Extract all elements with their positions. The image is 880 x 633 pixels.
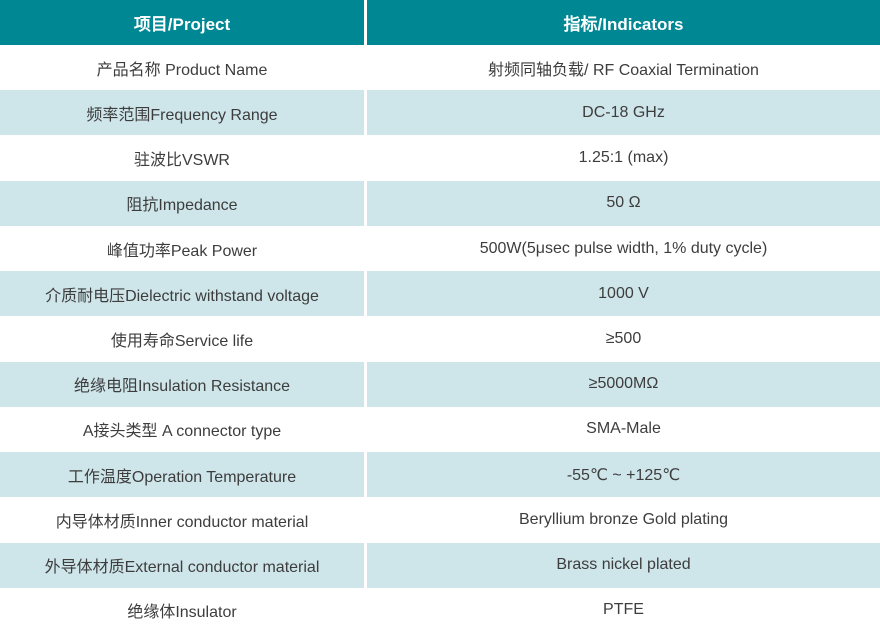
spec-table-body: 产品名称 Product Name 射频同轴负载/ RF Coaxial Ter… <box>0 45 880 633</box>
header-indicators: 指标/Indicators <box>563 15 684 34</box>
project-cell: 绝缘体Insulator <box>127 604 237 622</box>
project-cell: 使用寿命Service life <box>110 333 254 351</box>
project-cell: 内导体材质Inner conductor material <box>55 513 309 531</box>
column-divider <box>364 497 367 543</box>
project-cell: A接头类型 A connector type <box>82 423 282 441</box>
indicator-cell: 1000 V <box>598 284 649 302</box>
table-row: 介质耐电压Dielectric withstand voltage 1000 V <box>0 271 880 317</box>
column-divider <box>364 45 367 91</box>
project-cell: 工作温度Operation Temperature <box>67 468 297 486</box>
project-cell: 介质耐电压Dielectric withstand voltage <box>45 287 319 305</box>
indicator-cell: 500W(5μsec pulse width, 1% duty cycle) <box>479 239 768 257</box>
project-cell: 频率范围Frequency Range <box>86 106 278 124</box>
indicator-cell: 1.25:1 (max) <box>578 149 669 167</box>
column-divider <box>364 225 367 272</box>
indicator-cell: ≥500 <box>605 330 642 348</box>
table-row: 外导体材质External conductor material Brass n… <box>0 542 880 588</box>
column-divider <box>364 90 367 136</box>
table-row: 驻波比VSWR 1.25:1 (max) <box>0 135 880 181</box>
table-row: 内导体材质Inner conductor material Beryllium … <box>0 497 880 543</box>
column-divider <box>364 135 367 181</box>
column-divider <box>364 316 367 362</box>
indicator-cell: Beryllium bronze Gold plating <box>519 510 728 528</box>
indicator-cell: -55℃ ~ +125℃ <box>566 466 681 484</box>
column-divider <box>364 542 367 588</box>
column-divider <box>364 587 367 633</box>
column-divider <box>364 406 367 453</box>
table-row: 工作温度Operation Temperature -55℃ ~ +125℃ <box>0 452 880 498</box>
project-cell: 产品名称 Product Name <box>96 61 268 79</box>
indicator-cell: ≥5000MΩ <box>588 375 659 393</box>
indicator-cell: DC-18 GHz <box>582 103 665 121</box>
project-cell: 峰值功率Peak Power <box>106 242 258 260</box>
table-row: 使用寿命Service life ≥500 <box>0 316 880 362</box>
header-project: 项目/Project <box>133 15 231 34</box>
table-row: A接头类型 A connector type SMA-Male <box>0 406 880 453</box>
table-row: 产品名称 Product Name 射频同轴负载/ RF Coaxial Ter… <box>0 45 880 91</box>
column-divider <box>364 0 367 45</box>
column-divider <box>364 180 367 226</box>
table-row: 峰值功率Peak Power 500W(5μsec pulse width, 1… <box>0 225 880 272</box>
table-row: 绝缘电阻Insulation Resistance ≥5000MΩ <box>0 361 880 407</box>
header-row: 项目/Project 指标/Indicators <box>0 0 880 45</box>
project-cell: 阻抗Impedance <box>126 197 238 215</box>
indicator-cell: 射频同轴负载/ RF Coaxial Termination <box>488 61 759 79</box>
project-cell: 驻波比VSWR <box>133 152 230 170</box>
table-row: 频率范围Frequency Range DC-18 GHz <box>0 90 880 136</box>
indicator-cell: PTFE <box>603 601 644 619</box>
indicator-cell: Brass nickel plated <box>556 556 691 574</box>
project-cell: 绝缘电阻Insulation Resistance <box>73 378 291 396</box>
indicator-cell: 50 Ω <box>606 194 641 212</box>
column-divider <box>364 361 367 407</box>
indicator-cell: SMA-Male <box>586 420 661 438</box>
table-row: 绝缘体Insulator PTFE <box>0 587 880 633</box>
table-row: 阻抗Impedance 50 Ω <box>0 180 880 226</box>
column-divider <box>364 271 367 317</box>
column-divider <box>364 452 367 498</box>
project-cell: 外导体材质External conductor material <box>44 559 320 577</box>
